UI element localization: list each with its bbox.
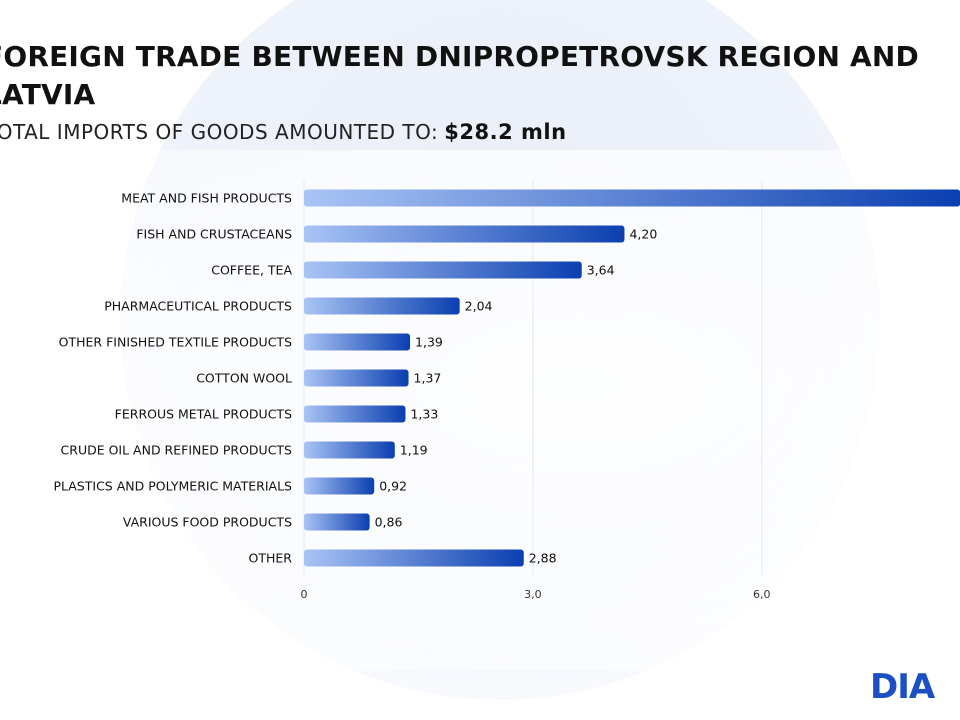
subtitle: TOTAL IMPORTS OF GOODS AMOUNTED TO: $28.2… <box>0 120 567 144</box>
value-label: 2,88 <box>529 551 557 566</box>
value-label: 3,64 <box>587 263 615 278</box>
bar <box>304 549 524 567</box>
category-label: OTHER FINISHED TEXTILE PRODUCTS <box>59 335 292 350</box>
category-label: FISH AND CRUSTACEANS <box>136 227 292 242</box>
bar <box>304 189 960 207</box>
bar <box>304 225 625 243</box>
x-tick-label: 6,0 <box>753 588 771 601</box>
value-label: 0,92 <box>379 479 407 494</box>
category-label: MEAT AND FISH PRODUCTS <box>121 191 292 206</box>
value-label: 1,37 <box>414 371 442 386</box>
x-tick-label: 0 <box>301 588 308 601</box>
category-label: CRUDE OIL AND REFINED PRODUCTS <box>61 443 293 458</box>
bar <box>304 261 582 279</box>
bar-layer <box>304 189 960 567</box>
bar <box>304 441 395 459</box>
category-label: OTHER <box>249 551 293 566</box>
value-label: 2,04 <box>465 299 493 314</box>
dia-logo: DIA <box>870 668 960 706</box>
category-label: PLASTICS AND POLYMERIC MATERIALS <box>53 479 292 494</box>
category-label: FERROUS METAL PRODUCTS <box>115 407 292 422</box>
x-tick-label: 3,0 <box>524 588 542 601</box>
category-label: PHARMACEUTICAL PRODUCTS <box>104 299 292 314</box>
bar <box>304 513 370 531</box>
value-label: 1,19 <box>400 443 428 458</box>
category-label: VARIOUS FOOD PRODUCTS <box>123 515 292 530</box>
page-title: FOREIGN TRADE BETWEEN DNIPROPETROVSK REG… <box>0 40 919 111</box>
category-label: COTTON WOOL <box>196 371 292 386</box>
category-label: COFFEE, TEA <box>211 263 292 278</box>
bar <box>304 405 406 423</box>
bar <box>304 297 460 315</box>
value-label: 1,39 <box>415 335 443 350</box>
bar <box>304 369 409 387</box>
bar <box>304 333 411 351</box>
logo-text: DIA <box>870 668 935 706</box>
value-label: 4,20 <box>629 227 657 242</box>
value-label: 0,86 <box>375 515 403 530</box>
bar <box>304 477 375 495</box>
value-label: 1,33 <box>410 407 438 422</box>
subtitle-amount: $28.2 mln <box>444 120 567 144</box>
subtitle-prefix: TOTAL IMPORTS OF GOODS AMOUNTED TO: <box>0 120 439 144</box>
